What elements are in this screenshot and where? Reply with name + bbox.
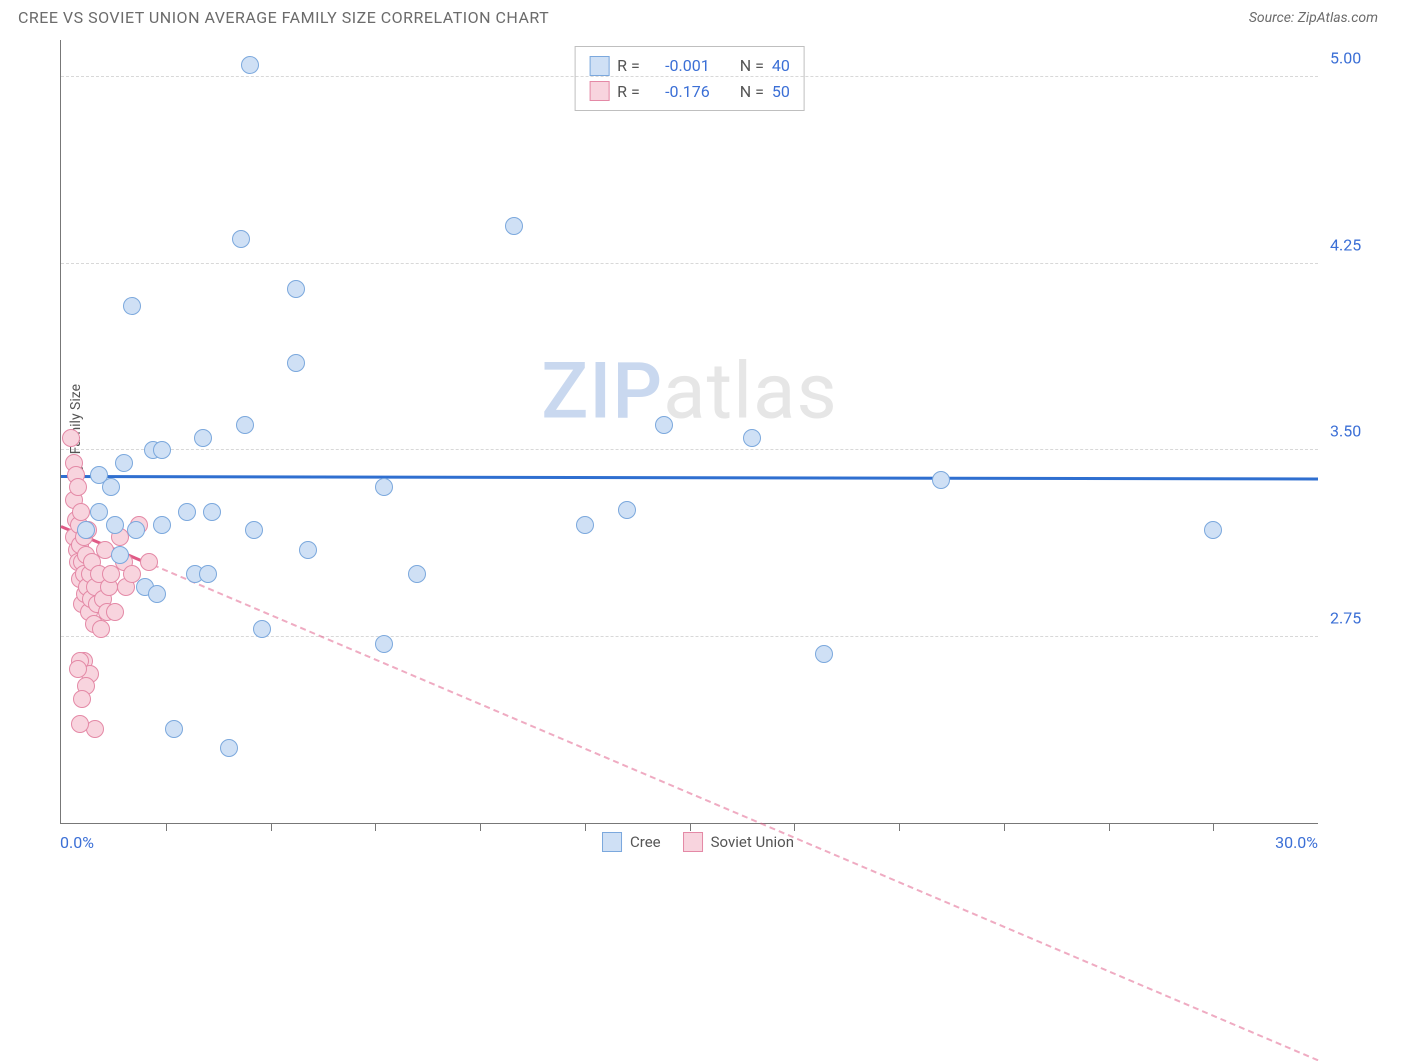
x-tick (271, 823, 272, 831)
data-point (203, 503, 221, 521)
data-point (743, 429, 761, 447)
data-point (287, 280, 305, 298)
data-point (90, 503, 108, 521)
data-point (153, 516, 171, 534)
data-point (115, 454, 133, 472)
legend-swatch (602, 832, 622, 852)
data-point (92, 620, 110, 638)
r-label: R = (617, 53, 640, 79)
data-point (505, 217, 523, 235)
data-point (194, 429, 212, 447)
data-point (375, 478, 393, 496)
data-point (618, 501, 636, 519)
data-point (165, 720, 183, 738)
data-point (72, 503, 90, 521)
watermark-zip: ZIP (541, 347, 663, 438)
data-point (299, 541, 317, 559)
trendline-extension (153, 564, 1319, 1061)
data-point (140, 553, 158, 571)
y-tick-label: 2.75 (1330, 608, 1361, 627)
n-label: N = (740, 53, 764, 79)
chart-container: Average Family Size ZIPatlas R = -0.001N… (18, 40, 1378, 852)
watermark: ZIPatlas (541, 347, 838, 438)
chart-title: CREE VS SOVIET UNION AVERAGE FAMILY SIZE… (18, 8, 549, 27)
stats-legend-row: R = -0.001 N = 40 (589, 53, 790, 79)
data-point (245, 521, 263, 539)
legend-item: Soviet Union (683, 832, 794, 852)
plot-area: ZIPatlas R = -0.001 N = 40 R = -0.176 N = 5… (60, 40, 1318, 824)
y-tick-label: 4.25 (1330, 235, 1361, 254)
data-point (232, 230, 250, 248)
data-point (932, 471, 950, 489)
gridline (61, 449, 1318, 450)
x-tick (1004, 823, 1005, 831)
x-tick (166, 823, 167, 831)
data-point (408, 565, 426, 583)
data-point (655, 416, 673, 434)
data-point (106, 516, 124, 534)
y-tick-label: 5.00 (1330, 49, 1361, 68)
watermark-atlas: atlas (663, 347, 838, 438)
legend-swatch (683, 832, 703, 852)
data-point (127, 521, 145, 539)
data-point (77, 521, 95, 539)
x-tick (1213, 823, 1214, 831)
r-label: R = (617, 79, 640, 105)
n-value: 40 (772, 53, 790, 79)
stats-legend-row: R = -0.176 N = 50 (589, 79, 790, 105)
x-tick (480, 823, 481, 831)
data-point (220, 739, 238, 757)
data-point (1204, 521, 1222, 539)
n-label: N = (740, 79, 764, 105)
n-value: 50 (772, 79, 790, 105)
r-value: -0.001 (648, 53, 710, 79)
data-point (178, 503, 196, 521)
legend-item: Cree (602, 832, 661, 852)
legend-swatch (589, 81, 609, 101)
data-point (199, 565, 217, 583)
stats-legend: R = -0.001 N = 40 R = -0.176 N = 50 (574, 46, 805, 111)
data-point (148, 585, 166, 603)
data-point (375, 635, 393, 653)
data-point (62, 429, 80, 447)
trendline (61, 475, 1318, 480)
data-point (111, 546, 129, 564)
x-tick (375, 823, 376, 831)
data-point (815, 645, 833, 663)
gridline (61, 76, 1318, 77)
data-point (153, 441, 171, 459)
gridline (61, 263, 1318, 264)
data-point (123, 297, 141, 315)
data-point (253, 620, 271, 638)
data-point (69, 478, 87, 496)
data-point (102, 478, 120, 496)
x-axis-max-label: 30.0% (1275, 833, 1318, 852)
data-point (287, 354, 305, 372)
x-tick (585, 823, 586, 831)
x-tick (1109, 823, 1110, 831)
data-point (106, 603, 124, 621)
data-point (73, 690, 91, 708)
legend-label: Cree (630, 833, 661, 851)
r-value: -0.176 (648, 79, 710, 105)
x-tick (690, 823, 691, 831)
x-tick (899, 823, 900, 831)
legend-label: Soviet Union (711, 833, 794, 851)
legend-swatch (589, 56, 609, 76)
data-point (71, 715, 89, 733)
x-axis-min-label: 0.0% (60, 833, 94, 852)
series-legend: Cree Soviet Union (602, 832, 794, 852)
y-tick-label: 3.50 (1330, 422, 1361, 441)
x-tick (794, 823, 795, 831)
data-point (69, 660, 87, 678)
gridline (61, 636, 1318, 637)
data-point (576, 516, 594, 534)
chart-source: Source: ZipAtlas.com (1249, 10, 1378, 26)
chart-header: CREE VS SOVIET UNION AVERAGE FAMILY SIZE… (0, 0, 1406, 35)
data-point (241, 56, 259, 74)
data-point (236, 416, 254, 434)
